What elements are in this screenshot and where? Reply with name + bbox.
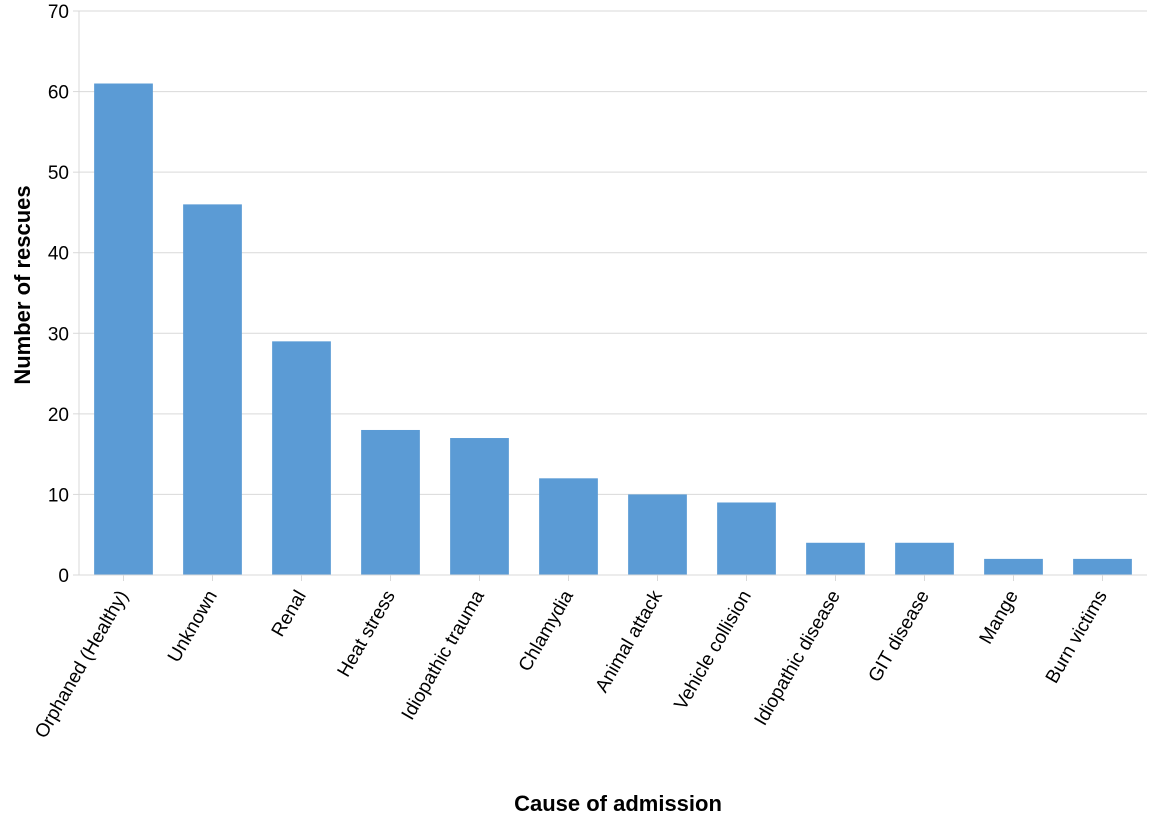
bar <box>94 83 153 575</box>
x-tick-label: Renal <box>268 587 311 641</box>
bar <box>539 478 598 575</box>
bar <box>272 341 331 575</box>
bars <box>94 83 1132 575</box>
bar <box>895 542 954 575</box>
bar <box>450 438 509 575</box>
x-tick-label: Idiopathic disease <box>751 587 845 729</box>
y-tick-label: 60 <box>48 83 69 104</box>
y-axis-ticks: 0 10 20 30 40 50 60 70 <box>48 2 79 587</box>
y-tick-label: 40 <box>48 244 69 265</box>
x-tick-label: Chlamydia <box>515 587 578 676</box>
bar <box>806 542 865 575</box>
y-tick-label: 20 <box>48 405 69 426</box>
x-axis-title: Cause of admission <box>514 791 722 816</box>
x-tick-label: Mange <box>976 587 1023 648</box>
bar <box>628 494 687 575</box>
bar <box>1073 558 1132 575</box>
x-axis-ticks: Orphaned (Healthy) Unknown Renal Heat stres… <box>31 575 1112 742</box>
x-tick-label: Vehicle collision <box>671 587 756 714</box>
x-tick-label: GIT disease <box>865 587 934 686</box>
y-axis-title: Number of rescues <box>10 185 35 384</box>
bar <box>717 502 776 575</box>
y-tick-label: 0 <box>58 566 69 587</box>
y-tick-label: 50 <box>48 163 69 184</box>
x-tick-label: Orphaned (Healthy) <box>31 587 133 742</box>
y-tick-label: 30 <box>48 324 69 345</box>
x-tick-label: Animal attack <box>592 587 667 697</box>
y-tick-label: 70 <box>48 2 69 23</box>
y-tick-label: 10 <box>48 485 69 506</box>
x-tick-label: Unknown <box>164 587 222 666</box>
bar <box>984 558 1043 575</box>
gridlines <box>79 10 1147 495</box>
bar <box>183 204 242 575</box>
x-tick-label: Heat stress <box>334 587 400 681</box>
x-tick-label: Idiopathic trauma <box>398 587 489 724</box>
bar <box>361 429 420 575</box>
x-tick-label: Burn victims <box>1042 587 1112 687</box>
